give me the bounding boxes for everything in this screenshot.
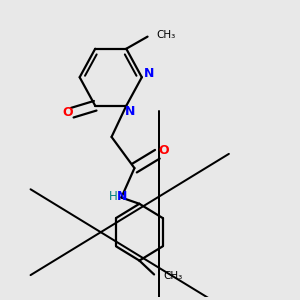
Text: CH₃: CH₃ bbox=[157, 30, 176, 40]
Text: O: O bbox=[158, 144, 169, 157]
Text: O: O bbox=[62, 106, 73, 119]
Text: N: N bbox=[144, 67, 154, 80]
Text: N: N bbox=[117, 190, 128, 203]
Text: H: H bbox=[109, 190, 118, 203]
Text: CH₃: CH₃ bbox=[163, 271, 182, 281]
Text: N: N bbox=[125, 106, 135, 118]
